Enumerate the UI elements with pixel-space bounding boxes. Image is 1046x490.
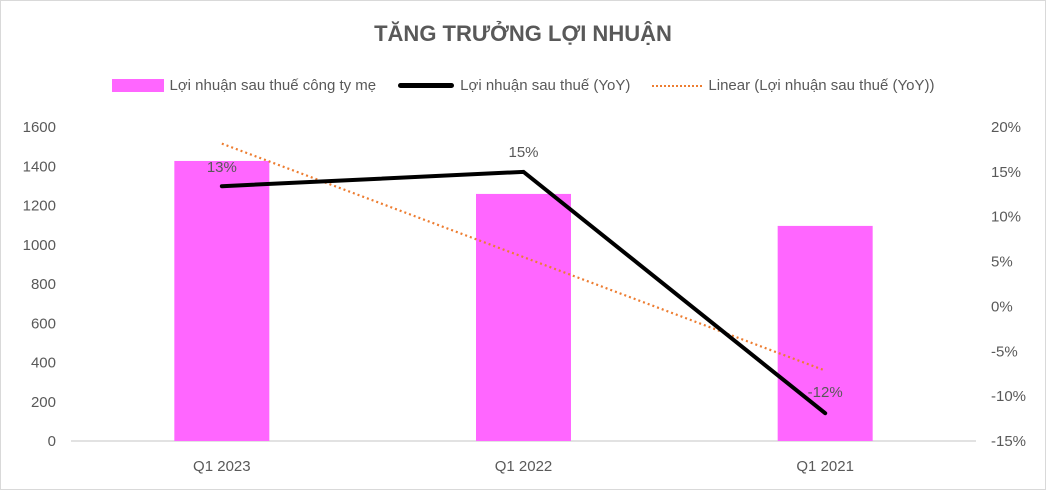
legend-swatch-bar <box>111 79 164 92</box>
legend-swatch-line <box>398 83 455 88</box>
data-label: 13% <box>207 159 237 176</box>
data-label: -12% <box>808 384 843 401</box>
y-left-tick-label: 1400 <box>23 158 56 175</box>
y-right-tick-label: 0% <box>991 298 1013 315</box>
y-right-tick-label: -10% <box>991 388 1026 405</box>
x-tick-label: Q1 2021 <box>796 458 854 475</box>
legend-label: Lợi nhuận sau thuế (YoY) <box>460 77 631 94</box>
chart-title: TĂNG TRƯỞNG LỢI NHUẬN <box>374 21 672 46</box>
legend-label: Linear (Lợi nhuận sau thuế (YoY)) <box>708 77 935 94</box>
y-left-tick-label: 800 <box>31 276 56 293</box>
y-left-tick-label: 0 <box>48 433 56 450</box>
bar <box>174 160 270 442</box>
x-tick-label: Q1 2023 <box>193 458 251 475</box>
legend-item-bar: Lợi nhuận sau thuế công ty mẹ <box>111 77 377 94</box>
x-tick-label: Q1 2022 <box>495 458 553 475</box>
legend-item-trend: Linear (Lợi nhuận sau thuế (YoY)) <box>652 77 934 94</box>
y-left-tick-label: 200 <box>31 394 56 411</box>
y-right-tick-label: -15% <box>991 433 1026 450</box>
legend: Lợi nhuận sau thuế công ty mẹ Lợi nhuận … <box>1 77 1045 94</box>
y-right-tick-label: 10% <box>991 209 1021 226</box>
legend-item-line: Lợi nhuận sau thuế (YoY) <box>398 77 630 94</box>
legend-label: Lợi nhuận sau thuế công ty mẹ <box>169 77 377 94</box>
y-right-tick-label: 15% <box>991 164 1021 181</box>
bar <box>476 193 571 441</box>
y-left-tick-label: 600 <box>31 315 56 332</box>
y-right-tick-label: -5% <box>991 343 1018 360</box>
data-label: 15% <box>508 144 538 161</box>
y-left-tick-label: 400 <box>31 355 56 372</box>
y-left-tick-label: 1200 <box>23 198 56 215</box>
y-left-tick-label: 1600 <box>23 119 56 136</box>
y-right-tick-label: 5% <box>991 254 1013 271</box>
y-right-tick-label: 20% <box>991 119 1021 136</box>
bar <box>777 225 873 441</box>
y-left-tick-label: 1000 <box>23 237 56 254</box>
legend-swatch-trend <box>652 84 703 87</box>
